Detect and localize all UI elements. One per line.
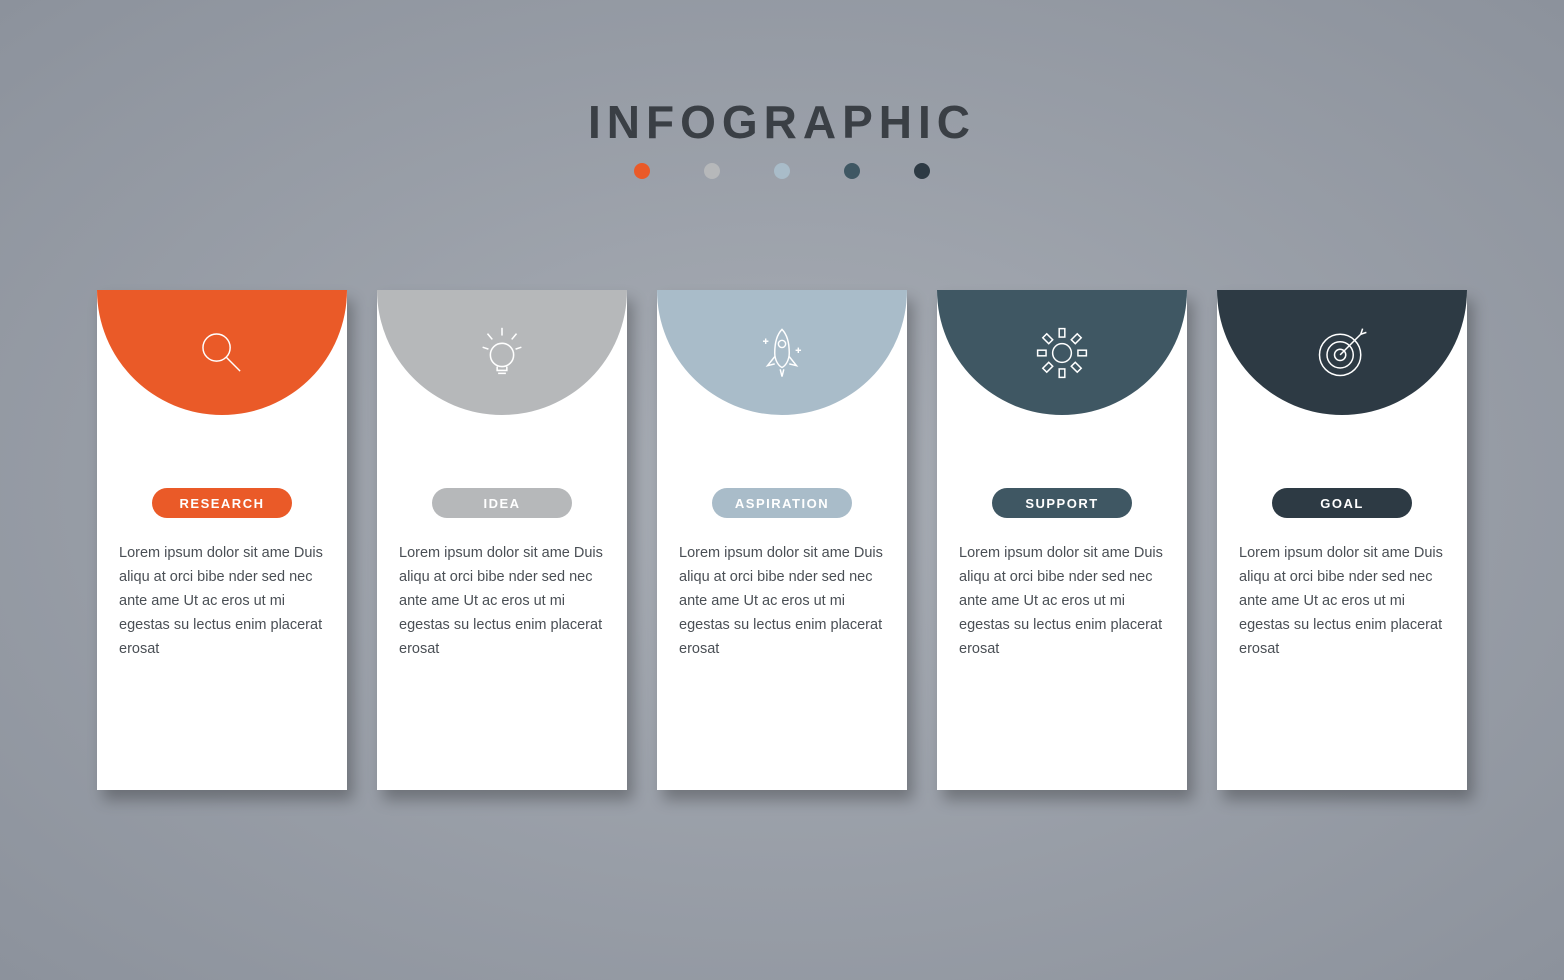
palette-dot	[844, 163, 860, 179]
card-body: Lorem ipsum dolor sit ame Duis aliqu at …	[959, 542, 1165, 662]
card-label-pill: SUPPORT	[992, 488, 1132, 518]
palette-dot	[704, 163, 720, 179]
palette-dots	[0, 163, 1564, 179]
card-label-pill: GOAL	[1272, 488, 1412, 518]
rocket-icon	[657, 318, 907, 388]
lightbulb-icon	[377, 318, 627, 388]
card-aspiration: ASPIRATION Lorem ipsum dolor sit ame Dui…	[657, 290, 907, 790]
card-label: RESEARCH	[180, 496, 265, 511]
card-support: SUPPORT Lorem ipsum dolor sit ame Duis a…	[937, 290, 1187, 790]
card-label-pill: RESEARCH	[152, 488, 292, 518]
card-idea: IDEA Lorem ipsum dolor sit ame Duis aliq…	[377, 290, 627, 790]
card-body: Lorem ipsum dolor sit ame Duis aliqu at …	[679, 542, 885, 662]
palette-dot	[634, 163, 650, 179]
card-label: ASPIRATION	[735, 496, 829, 511]
target-icon	[1217, 318, 1467, 388]
card-label-pill: IDEA	[432, 488, 572, 518]
card-research: RESEARCH Lorem ipsum dolor sit ame Duis …	[97, 290, 347, 790]
search-icon	[97, 318, 347, 388]
card-body: Lorem ipsum dolor sit ame Duis aliqu at …	[399, 542, 605, 662]
card-goal: GOAL Lorem ipsum dolor sit ame Duis aliq…	[1217, 290, 1467, 790]
palette-dot	[774, 163, 790, 179]
palette-dot	[914, 163, 930, 179]
card-label-pill: ASPIRATION	[712, 488, 852, 518]
gear-icon	[937, 318, 1187, 388]
card-body: Lorem ipsum dolor sit ame Duis aliqu at …	[119, 542, 325, 662]
card-body: Lorem ipsum dolor sit ame Duis aliqu at …	[1239, 542, 1445, 662]
card-label: GOAL	[1320, 496, 1364, 511]
page-title: INFOGRAPHIC	[0, 95, 1564, 149]
card-label: SUPPORT	[1025, 496, 1098, 511]
card-row: RESEARCH Lorem ipsum dolor sit ame Duis …	[0, 290, 1564, 790]
header: INFOGRAPHIC	[0, 95, 1564, 179]
card-label: IDEA	[483, 496, 520, 511]
